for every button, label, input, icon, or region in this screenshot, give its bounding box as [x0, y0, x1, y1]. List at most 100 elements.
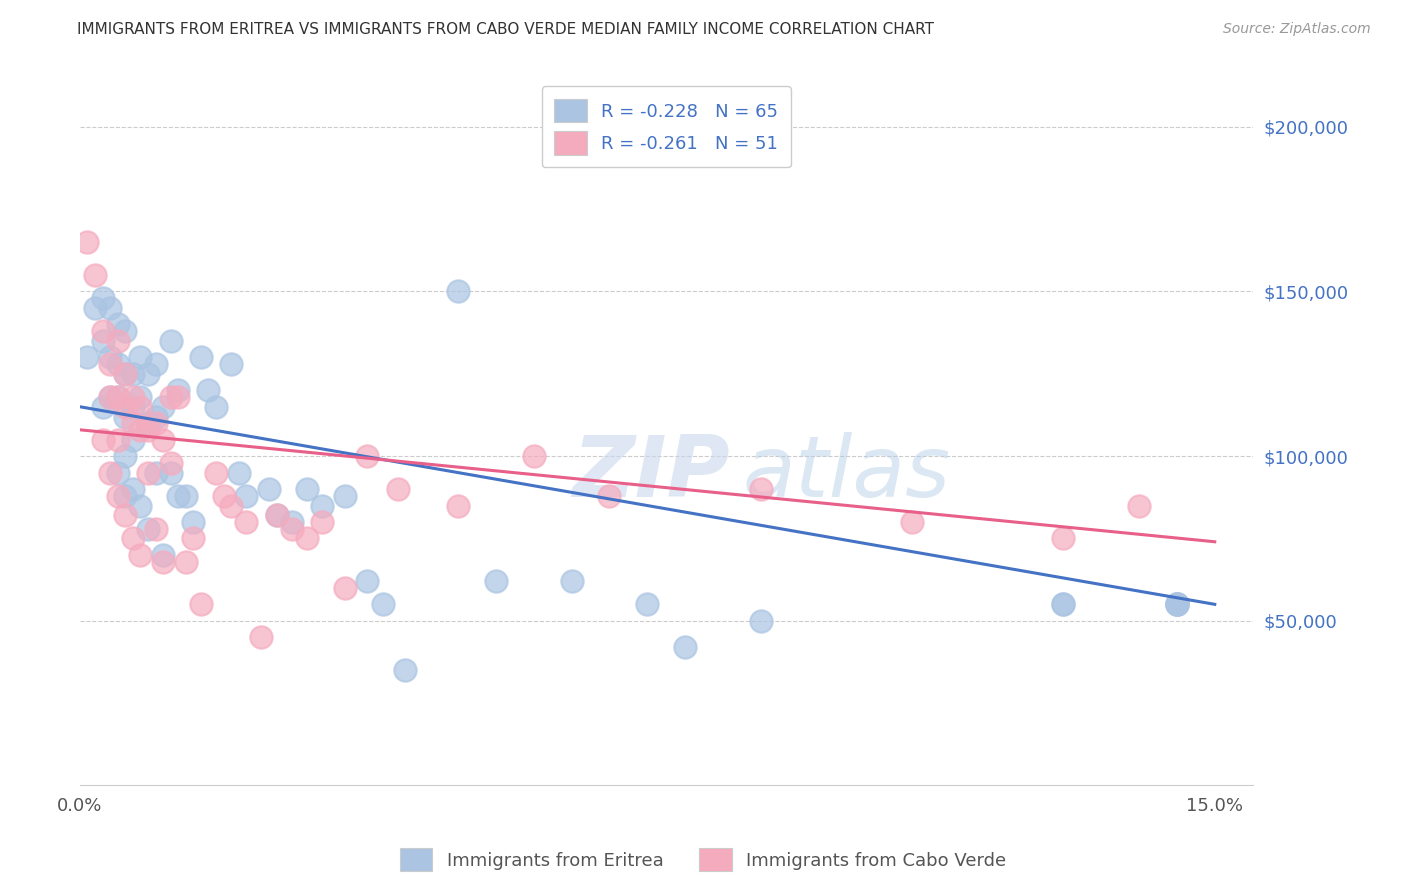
- Point: [174, 489, 197, 503]
- Point: [121, 482, 143, 496]
- Legend: Immigrants from Eritrea, Immigrants from Cabo Verde: Immigrants from Eritrea, Immigrants from…: [392, 841, 1014, 879]
- Point: [901, 515, 924, 529]
- Point: [183, 515, 205, 529]
- Point: [356, 449, 378, 463]
- Point: [673, 640, 696, 654]
- Point: [114, 508, 136, 523]
- Point: [121, 400, 143, 414]
- Point: [152, 400, 174, 414]
- Point: [356, 574, 378, 589]
- Point: [159, 456, 181, 470]
- Point: [295, 532, 318, 546]
- Point: [136, 423, 159, 437]
- Point: [114, 449, 136, 463]
- Point: [114, 409, 136, 424]
- Point: [145, 522, 167, 536]
- Point: [145, 466, 167, 480]
- Point: [447, 285, 470, 299]
- Point: [98, 301, 121, 315]
- Point: [152, 555, 174, 569]
- Point: [1052, 598, 1074, 612]
- Point: [219, 357, 242, 371]
- Point: [129, 351, 152, 365]
- Point: [121, 390, 143, 404]
- Point: [114, 367, 136, 381]
- Text: IMMIGRANTS FROM ERITREA VS IMMIGRANTS FROM CABO VERDE MEDIAN FAMILY INCOME CORRE: IMMIGRANTS FROM ERITREA VS IMMIGRANTS FR…: [77, 22, 935, 37]
- Point: [485, 574, 508, 589]
- Point: [159, 334, 181, 348]
- Point: [197, 384, 219, 398]
- Point: [145, 409, 167, 424]
- Point: [257, 482, 280, 496]
- Text: atlas: atlas: [742, 433, 950, 516]
- Text: Source: ZipAtlas.com: Source: ZipAtlas.com: [1223, 22, 1371, 37]
- Point: [228, 466, 250, 480]
- Point: [1166, 598, 1188, 612]
- Point: [266, 508, 288, 523]
- Point: [98, 357, 121, 371]
- Point: [107, 390, 129, 404]
- Point: [129, 548, 152, 562]
- Point: [91, 400, 114, 414]
- Point: [114, 489, 136, 503]
- Point: [114, 400, 136, 414]
- Point: [636, 598, 658, 612]
- Point: [107, 318, 129, 332]
- Point: [280, 515, 302, 529]
- Point: [107, 334, 129, 348]
- Point: [114, 367, 136, 381]
- Point: [1166, 598, 1188, 612]
- Point: [76, 351, 98, 365]
- Point: [136, 522, 159, 536]
- Point: [145, 357, 167, 371]
- Point: [394, 663, 416, 677]
- Point: [91, 291, 114, 305]
- Point: [145, 416, 167, 430]
- Point: [333, 489, 356, 503]
- Point: [107, 433, 129, 447]
- Point: [91, 433, 114, 447]
- Legend: R = -0.228   N = 65, R = -0.261   N = 51: R = -0.228 N = 65, R = -0.261 N = 51: [541, 87, 790, 167]
- Point: [107, 489, 129, 503]
- Point: [598, 489, 620, 503]
- Point: [523, 449, 546, 463]
- Point: [205, 400, 228, 414]
- Point: [136, 416, 159, 430]
- Point: [91, 334, 114, 348]
- Point: [250, 630, 273, 644]
- Point: [1052, 598, 1074, 612]
- Point: [167, 390, 190, 404]
- Point: [1128, 499, 1150, 513]
- Point: [1166, 598, 1188, 612]
- Point: [387, 482, 409, 496]
- Point: [295, 482, 318, 496]
- Point: [152, 548, 174, 562]
- Point: [107, 466, 129, 480]
- Point: [311, 515, 333, 529]
- Point: [167, 384, 190, 398]
- Point: [121, 367, 143, 381]
- Point: [174, 555, 197, 569]
- Point: [84, 268, 107, 282]
- Point: [235, 515, 257, 529]
- Point: [84, 301, 107, 315]
- Point: [121, 532, 143, 546]
- Point: [235, 489, 257, 503]
- Point: [98, 466, 121, 480]
- Point: [311, 499, 333, 513]
- Point: [190, 598, 212, 612]
- Point: [183, 532, 205, 546]
- Point: [1166, 598, 1188, 612]
- Point: [266, 508, 288, 523]
- Point: [91, 324, 114, 338]
- Point: [152, 433, 174, 447]
- Point: [190, 351, 212, 365]
- Point: [98, 390, 121, 404]
- Point: [447, 499, 470, 513]
- Point: [107, 390, 129, 404]
- Point: [212, 489, 235, 503]
- Point: [121, 433, 143, 447]
- Point: [129, 423, 152, 437]
- Point: [136, 466, 159, 480]
- Point: [205, 466, 228, 480]
